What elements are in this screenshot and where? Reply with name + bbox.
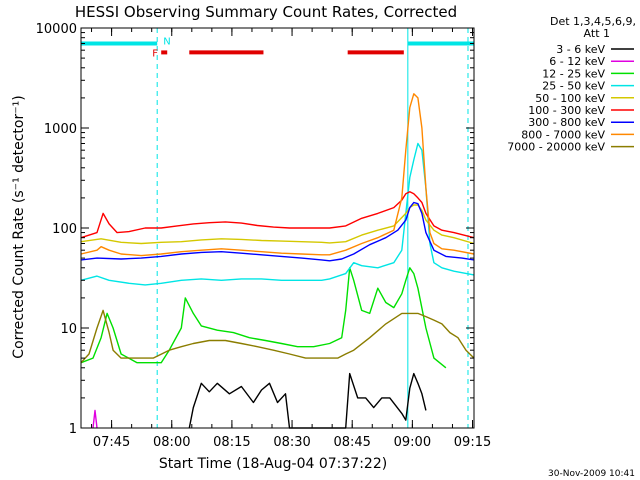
- x-tick-label: 09:00: [394, 435, 431, 450]
- y-axis-label: Corrected Count Rate (s⁻¹ detector⁻¹): [11, 95, 27, 358]
- x-tick-label: 08:30: [273, 435, 310, 450]
- legend-header-line1: Det 1,3,4,5,6,9,: [550, 15, 636, 28]
- legend-label: 50 - 100 keV: [535, 92, 605, 105]
- legend-header-line2: Att 1: [584, 27, 610, 40]
- series-line: [92, 409, 98, 429]
- series-line: [80, 191, 475, 239]
- legend-label: 25 - 50 keV: [542, 80, 605, 93]
- legend-label: 100 - 300 keV: [528, 104, 605, 117]
- night-flag-label: N: [163, 36, 170, 47]
- series-line: [80, 204, 475, 245]
- flare-flag-label: F: [152, 48, 158, 59]
- legend-label: 12 - 25 keV: [542, 67, 605, 80]
- series-line: [80, 93, 475, 257]
- legend-label: 300 - 800 keV: [528, 116, 605, 129]
- x-tick-label: 07:45: [93, 435, 130, 450]
- x-tick-label: 09:15: [454, 435, 491, 450]
- x-tick-label: 08:15: [213, 435, 250, 450]
- legend-label: 6 - 12 keV: [549, 55, 605, 68]
- series-line: [80, 201, 475, 262]
- y-tick-label: 10: [60, 322, 77, 337]
- y-tick-label: 100: [52, 222, 77, 237]
- x-axis-label: Start Time (18-Aug-04 07:37:22): [159, 456, 387, 472]
- series-line: [80, 267, 447, 369]
- series-layer: [80, 93, 475, 429]
- axes-group: 1 10 100 1000 10000 07:45 08:00 08:15 08:30 08:45…: [36, 22, 492, 450]
- x-tick-label: 08:45: [333, 435, 370, 450]
- x-tick-label: 08:00: [153, 435, 190, 450]
- series-line: [80, 142, 475, 286]
- y-tick-label: 1000: [44, 122, 77, 137]
- legend-label: 7000 - 20000 keV: [507, 141, 605, 154]
- legend-label: 3 - 6 keV: [556, 43, 605, 56]
- chart-title: HESSI Observing Summary Count Rates, Cor…: [75, 3, 457, 21]
- footer-timestamp: 30-Nov-2009 10:41: [548, 469, 635, 479]
- legend-label: 800 - 7000 keV: [521, 128, 605, 141]
- series-line: [80, 309, 475, 364]
- y-tick-label: 10000: [36, 22, 77, 37]
- series-line: [188, 372, 427, 429]
- y-tick-label: 1: [69, 422, 77, 437]
